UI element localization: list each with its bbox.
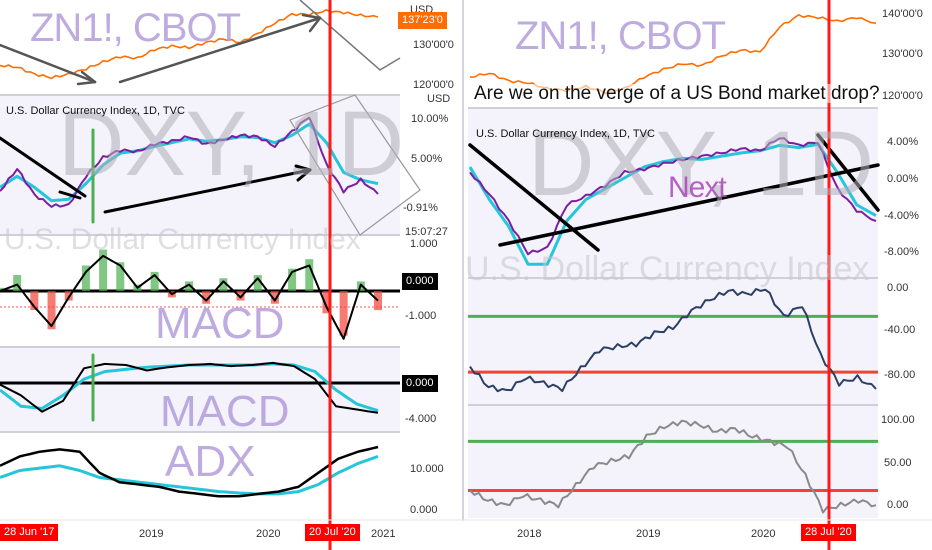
left-macd-ytick-1: -1.000 — [405, 310, 437, 322]
right-osc2-line — [469, 419, 877, 514]
left-zn-arrow-down — [0, 43, 97, 84]
left-macd-histogram-bar — [99, 249, 108, 291]
left-zn-last-price-badge: 137'23'0 — [398, 12, 447, 29]
left-dxy-trend-up — [103, 168, 312, 214]
left-zn-ytick-0: 130'00'0 — [413, 39, 454, 51]
right-dxy-ytick-1: 0.00% — [887, 173, 919, 185]
left-zn-arrowhead-3 — [301, 13, 322, 20]
left-macd-histogram-bar — [339, 291, 348, 336]
left-dxy-last-value: -0.91% — [403, 202, 438, 214]
right-dxy-trend-up — [498, 163, 880, 247]
right-dxy-watermark: DXY, 1D — [528, 113, 875, 215]
left-xtick-2020: 2020 — [256, 528, 281, 540]
left-adx-ytick-0: 10.000 — [410, 463, 444, 475]
right-dxy-ytick-3: -8.00% — [884, 246, 919, 258]
right-osc1-ytick-1: -40.00 — [884, 324, 916, 336]
left-macd-watermark: MACD — [155, 299, 285, 348]
right-zn-ytick-0: 140'00'0 — [882, 8, 923, 20]
left-dxy-panel-bg — [0, 95, 400, 235]
left-macd-histogram-bar — [270, 291, 279, 304]
left-macd-histogram-bar — [288, 268, 297, 291]
left-dxy-title: U.S. Dollar Currency Index, 1D, TVC — [6, 105, 185, 117]
right-dxy-ghost-watermark: U.S. Dollar Currency Index — [465, 250, 870, 288]
left-macd-histogram-bar — [47, 291, 56, 330]
right-dxy-panel-bg — [468, 108, 878, 278]
right-osc2-ytick-2: 0.00 — [887, 499, 909, 511]
left-adx-black-line — [0, 445, 379, 498]
right-dxy-title: U.S. Dollar Currency Index, 1D, TVC — [476, 128, 655, 140]
left-zn-arrowhead-1 — [80, 70, 97, 84]
right-xtick-2019: 2019 — [636, 528, 661, 540]
left-macd-histogram-bar — [13, 275, 22, 291]
right-xtick-2020: 2020 — [751, 528, 776, 540]
right-xtick-2018: 2018 — [517, 528, 542, 540]
right-event-date-badge: 28 Jul '20 — [801, 524, 856, 541]
left-zn-ytick-1: 120'00'0 — [413, 79, 454, 91]
left-macd2-black-line — [0, 361, 379, 414]
left-dxy-countdown: 15:07:27 — [405, 226, 448, 238]
right-osc1-panel-bg — [468, 278, 878, 405]
left-dxy-trend-arrowhead-2 — [294, 164, 312, 172]
left-zn-watermark: ZN1!, CBOT — [30, 6, 241, 50]
left-macd-histogram-bar — [305, 259, 314, 291]
right-zn-ytick-2: 120'00'0 — [882, 90, 923, 102]
right-dxy-ytick-0: 4.00% — [887, 136, 919, 148]
right-zn-ytick-1: 130'00'0 — [882, 48, 923, 60]
left-zn-currency: USD — [410, 4, 434, 16]
left-macd-histogram-bar — [81, 265, 90, 291]
right-dxy-ytick-2: -4.00% — [884, 210, 919, 222]
left-xtick-2021: 2021 — [371, 528, 396, 540]
right-osc1-line — [469, 288, 877, 393]
left-macd-ytick-0: 1.000 — [410, 238, 438, 250]
right-zn-watermark: ZN1!, CBOT — [515, 14, 726, 58]
left-macd-signal-line — [0, 254, 379, 340]
right-dxy-next-label: Next — [668, 171, 727, 204]
left-macd-histogram-bar — [202, 291, 211, 304]
left-macd2-zero-badge: 0.000 — [402, 375, 438, 392]
right-dxy-trend-down-1 — [468, 143, 600, 252]
left-macd-histogram-bar — [185, 281, 193, 291]
left-zn-arrowhead-4 — [308, 16, 322, 33]
left-dxy-channel — [289, 94, 421, 236]
left-adx-watermark: ADX — [165, 437, 256, 486]
left-zn-arrow-up — [118, 16, 322, 84]
left-dxy-watermark: DXY, 1D — [58, 93, 405, 195]
left-macd-histogram-bar — [150, 271, 159, 291]
left-macd2-watermark: MACD — [160, 387, 290, 436]
left-dxy-trend-down — [0, 136, 87, 198]
left-dxy-trend-arrowhead — [58, 190, 82, 200]
left-dxy-ytick-1: 5.00% — [411, 153, 443, 165]
left-macd-histogram-bar — [30, 291, 39, 311]
left-dxy-ytick-0: 10.00% — [411, 113, 449, 125]
right-dxy-ma-line — [468, 142, 877, 266]
right-osc1-ytick-0: 0.00 — [887, 282, 909, 294]
left-plot-bg — [0, 0, 400, 520]
left-adx-ytick-1: 0.000 — [410, 504, 438, 516]
left-xtick-2019: 2019 — [139, 528, 164, 540]
left-zn-channel — [299, 0, 401, 71]
left-macd-histogram-bar — [236, 291, 245, 301]
left-dxy-price-line — [0, 116, 379, 208]
right-dxy-price-line — [469, 137, 877, 256]
right-osc2-ytick-1: 50.00 — [884, 457, 912, 469]
left-dxy-trend-arrowhead-3 — [296, 168, 312, 182]
left-macd-zero-badge: 0.000 — [402, 273, 438, 290]
left-zn-arrowhead-2 — [76, 80, 97, 86]
left-event-date-badge: 20 Jul '20 — [305, 524, 360, 541]
right-osc1-ytick-2: -80.00 — [884, 369, 916, 381]
question-annotation: Are we on the verge of a US Bond market … — [474, 83, 880, 104]
left-dxy-ghost-watermark: U.S. Dollar Currency Index — [4, 223, 361, 256]
left-dxy-currency: USD — [427, 93, 451, 105]
left-macd-histogram-bar — [322, 291, 331, 314]
left-macd-histogram-bar — [253, 275, 262, 291]
right-osc2-ytick-0: 100.00 — [881, 414, 915, 426]
left-macd-histogram-bar — [116, 262, 125, 291]
left-adx-cyan-line — [0, 454, 379, 496]
left-macd2-ytick-0: -4.000 — [405, 413, 437, 425]
left-macd-histogram-bar — [219, 278, 228, 291]
left-start-date-badge: 28 Jun '17 — [0, 524, 59, 541]
